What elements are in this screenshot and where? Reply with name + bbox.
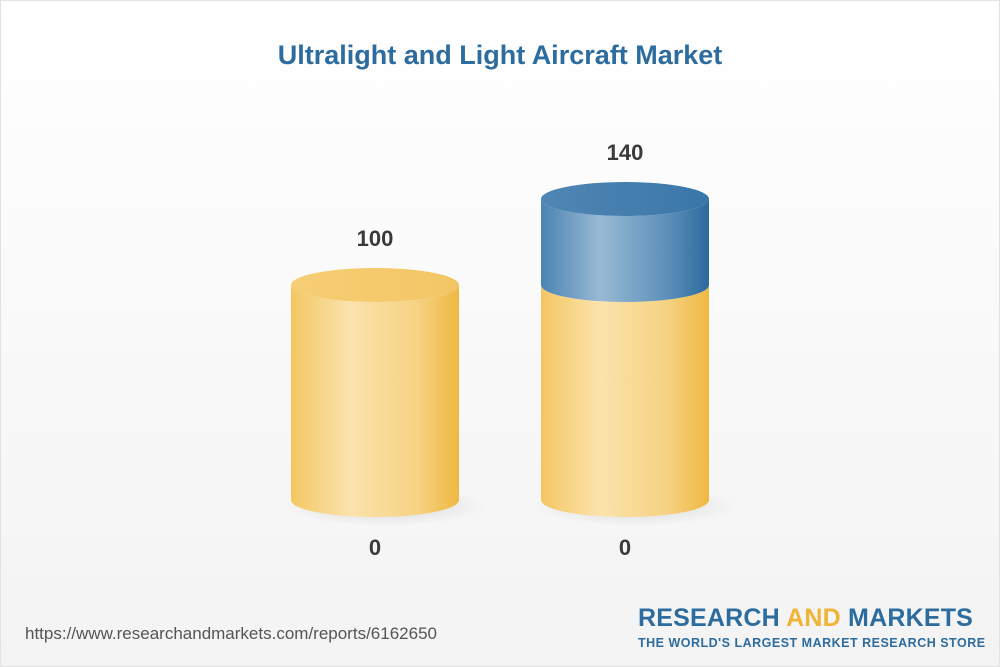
bar-top-cap bbox=[291, 268, 459, 302]
brand-logo[interactable]: RESEARCH AND MARKETS THE WORLD'S LARGEST… bbox=[638, 604, 986, 650]
brand-name: RESEARCH AND MARKETS bbox=[638, 604, 978, 633]
bar-value-label: 100 bbox=[357, 226, 394, 251]
source-url[interactable]: https://www.researchandmarkets.com/repor… bbox=[25, 624, 437, 643]
bar-value-label: 140 bbox=[607, 140, 644, 165]
brand-word-research: RESEARCH bbox=[638, 604, 780, 632]
x-tick-label: 0 bbox=[619, 535, 631, 560]
chart-title: Ultralight and Light Aircraft Market bbox=[277, 40, 723, 70]
bar-segment-base bbox=[541, 285, 709, 517]
bar-segment-growth bbox=[541, 199, 709, 302]
bar-top-cap bbox=[541, 182, 709, 216]
bar-segment-base bbox=[291, 285, 459, 517]
x-tick-label: 0 bbox=[369, 535, 381, 560]
brand-word-and: AND bbox=[786, 604, 841, 632]
brand-tagline: THE WORLD'S LARGEST MARKET RESEARCH STOR… bbox=[638, 636, 986, 650]
brand-word-markets: MARKETS bbox=[848, 604, 974, 632]
